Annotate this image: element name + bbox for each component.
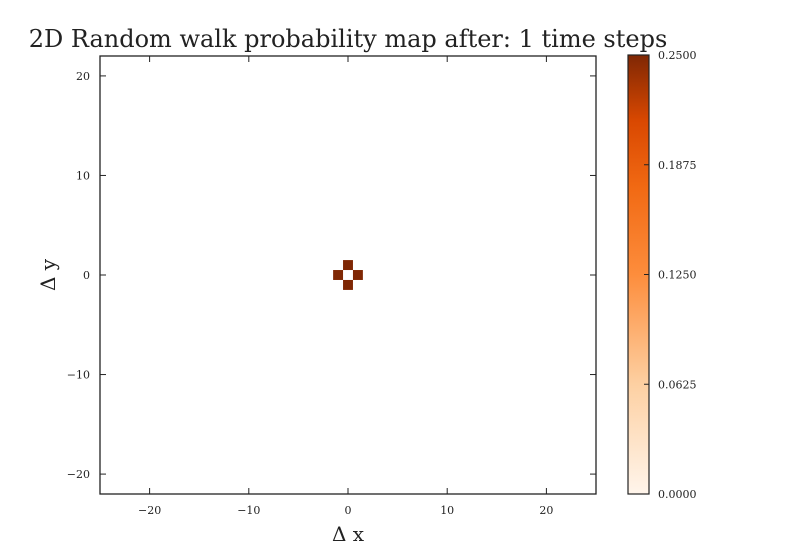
x-tick-label: −10 — [237, 504, 260, 517]
x-tick-label: 10 — [440, 504, 454, 517]
heatmap-cell — [343, 260, 353, 271]
colorbar-tick-label: 0.0625 — [658, 378, 697, 391]
x-tick-label: 0 — [345, 504, 352, 517]
colorbar-ticks: 0.0000 0.0625 0.1250 0.1875 0.2500 — [644, 49, 697, 501]
colorbar-tick-label: 0.1250 — [658, 269, 697, 282]
heatmap-cell — [352, 270, 363, 280]
chart-title: 2D Random walk probability map after: 1 … — [29, 25, 668, 53]
heatmap-cell — [343, 279, 353, 290]
y-tick-label: 20 — [76, 70, 90, 83]
plot-frame — [99, 55, 597, 495]
heatmap-cells — [333, 260, 363, 290]
y-axis-label: Δ y — [36, 258, 60, 291]
y-tick-label: 0 — [83, 269, 90, 282]
y-tick-label: 10 — [76, 169, 90, 182]
x-axis-ticks: −20 −10 0 10 20 — [138, 56, 553, 517]
colorbar-tick-label: 0.0000 — [658, 488, 697, 501]
x-tick-label: −20 — [138, 504, 161, 517]
heatmap-cell — [333, 270, 344, 280]
y-axis-ticks: −20 −10 0 10 20 — [67, 70, 596, 481]
colorbar-tick-label: 0.1875 — [658, 159, 697, 172]
y-tick-label: −10 — [67, 369, 90, 382]
colorbar-tick-label: 0.2500 — [658, 49, 697, 62]
y-tick-label: −20 — [67, 468, 90, 481]
x-tick-label: 20 — [539, 504, 553, 517]
x-axis-label: Δ x — [332, 522, 365, 546]
